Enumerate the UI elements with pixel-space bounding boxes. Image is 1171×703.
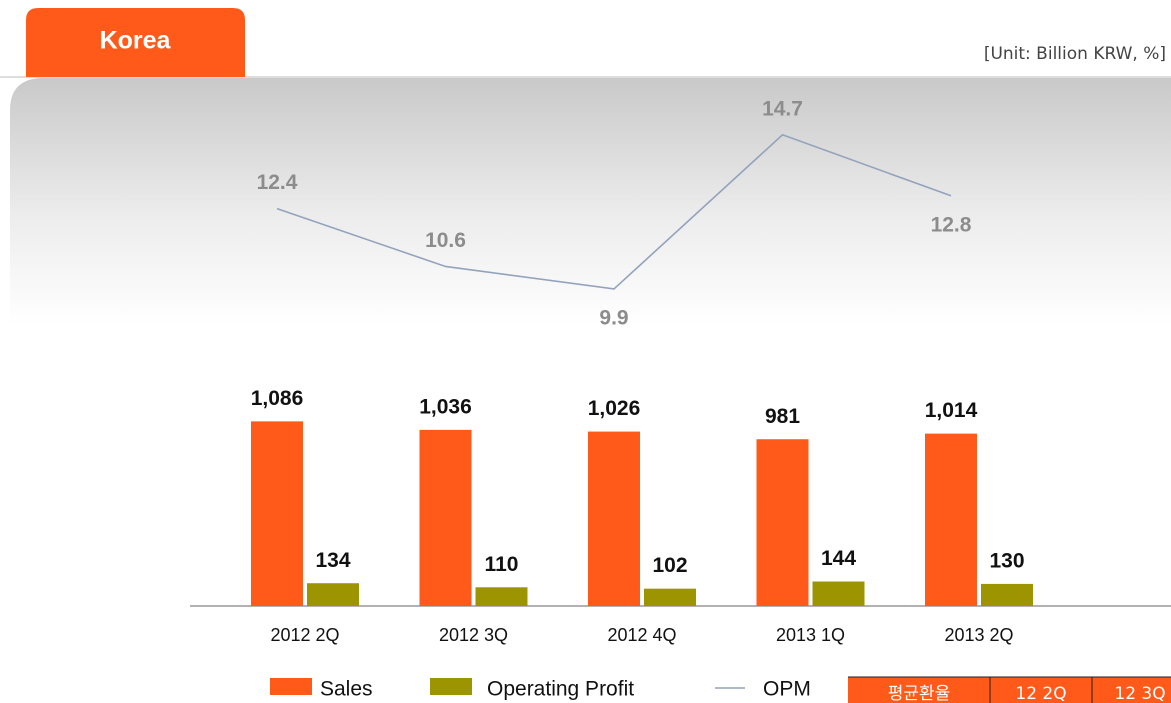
data-label: 1,086 (251, 387, 304, 410)
data-label: 14.7 (762, 97, 803, 120)
bar (812, 581, 865, 606)
data-label: 102 (652, 554, 687, 577)
bar (644, 588, 696, 606)
bar (307, 583, 359, 606)
bar (588, 431, 640, 606)
legend-label: Operating Profit (487, 678, 634, 701)
data-label: 144 (821, 547, 856, 570)
table-cell: 평균환율 (888, 684, 951, 703)
legend-swatch (430, 678, 472, 695)
bar (925, 433, 977, 606)
data-label: 12.4 (257, 171, 298, 194)
tab (26, 8, 245, 77)
legend-label: OPM (763, 678, 811, 701)
bar (475, 587, 528, 606)
bar (419, 429, 472, 606)
data-label: 130 (989, 549, 1024, 572)
data-label: 110 (485, 553, 519, 576)
data-label: 981 (765, 405, 800, 428)
panel (10, 78, 1171, 325)
table-cell: 12 3Q (1114, 684, 1165, 703)
x-tick-label: 2013 1Q (776, 625, 845, 645)
data-label: 1,026 (588, 397, 641, 420)
x-tick-label: 2012 3Q (439, 625, 508, 645)
data-label: 9.9 (599, 307, 628, 330)
x-tick-label: 2012 4Q (607, 625, 676, 645)
legend: Sales Operating Profit OPM (270, 678, 811, 701)
data-label: 10.6 (425, 229, 466, 252)
unit-note: [Unit: Billion KRW, %] (984, 44, 1166, 64)
table-header (848, 677, 1171, 703)
data-label: 12.8 (931, 213, 972, 236)
bar (756, 439, 809, 606)
bar (251, 421, 303, 606)
data-label: 1,036 (419, 395, 472, 418)
data-label: 134 (315, 549, 350, 572)
line (276, 133, 952, 290)
x-tick-label: 2012 2Q (270, 625, 339, 645)
content: Korea [Unit: Billion KRW, %] Sales Operat… (0, 8, 1171, 703)
data-label: 1,014 (925, 399, 978, 422)
bar (981, 583, 1033, 606)
legend-swatch (270, 678, 312, 695)
chart-title: Korea (100, 27, 172, 55)
table-cell: 12 2Q (1015, 684, 1066, 703)
legend-label: Sales (320, 678, 373, 701)
x-tick-label: 2013 2Q (944, 625, 1013, 645)
